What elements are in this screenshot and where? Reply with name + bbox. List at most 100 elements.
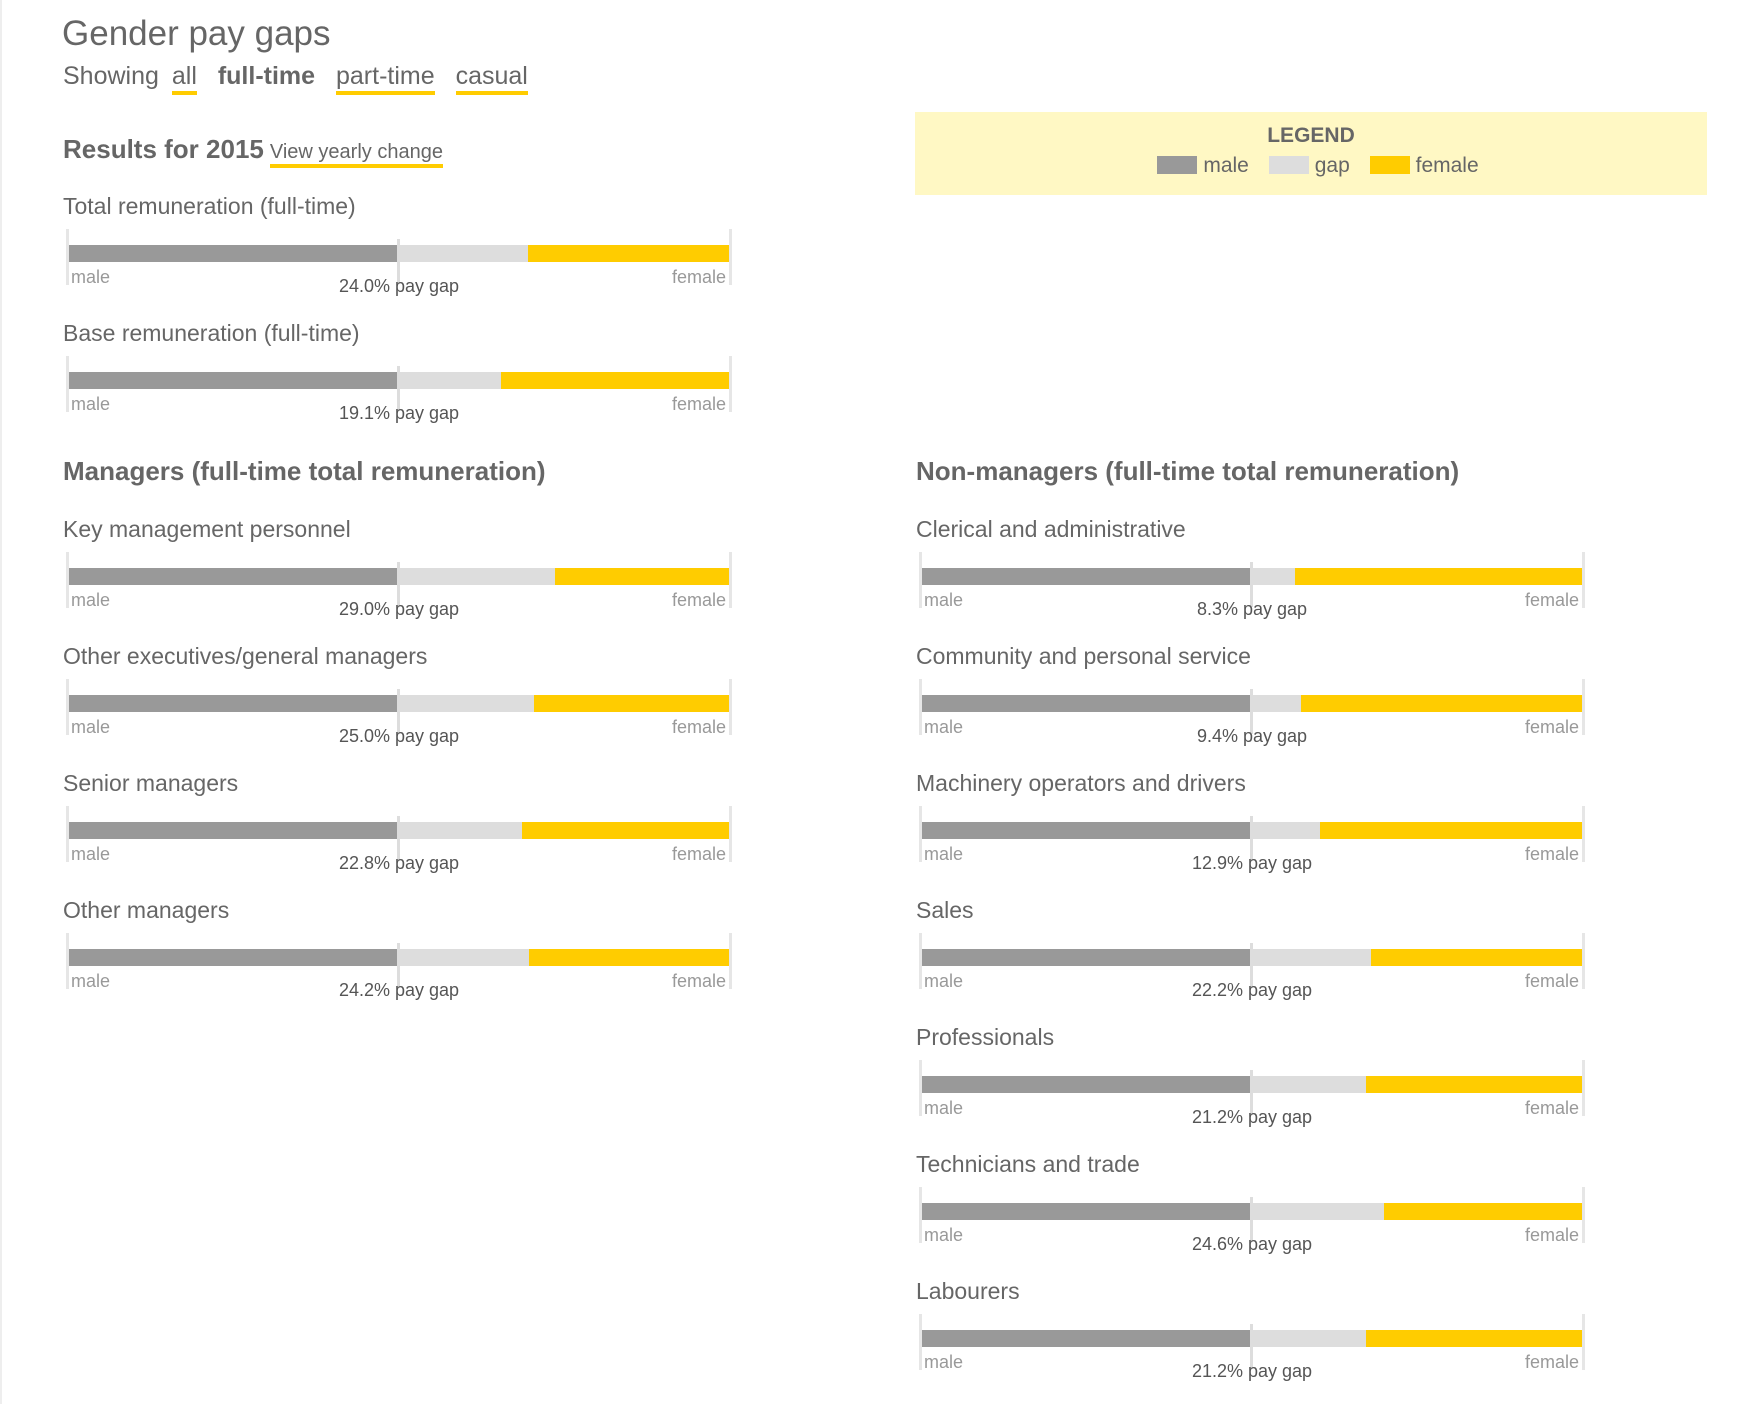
pay-gap-row: Other executives/general managers male fem… xyxy=(63,643,743,770)
pay-gap-bar: male female 22.2% pay gap xyxy=(919,933,1585,1000)
pay-gap-bar: male female 19.1% pay gap xyxy=(66,356,732,423)
female-label: female xyxy=(671,394,726,414)
female-label: female xyxy=(671,717,726,737)
pay-gap-row: Clerical and administrative male female 8.3… xyxy=(916,516,1596,643)
male-label: male xyxy=(71,590,111,610)
male-bar-segment xyxy=(69,372,397,389)
pay-gap-bar: male female 24.0% pay gap xyxy=(66,229,732,296)
female-bar-segment xyxy=(1384,1203,1582,1220)
midpoint-marker xyxy=(397,943,400,988)
pay-gap-value: 21.2 xyxy=(1191,1107,1227,1127)
bar-right-tick xyxy=(729,356,732,412)
pay-gap-label: 9.4% pay gap xyxy=(1197,726,1307,747)
view-yearly-change-link[interactable]: View yearly change xyxy=(269,141,443,168)
male-bar-segment xyxy=(922,822,1250,839)
male-label: male xyxy=(924,844,964,864)
midpoint-marker xyxy=(397,366,400,411)
pay-gap-value: 21.2 xyxy=(1191,1361,1227,1381)
bar-right-tick xyxy=(1582,1060,1585,1116)
pay-gap-row: Senior managers male female 22.8% pay gap xyxy=(63,770,743,897)
gap-bar-segment xyxy=(397,568,556,585)
pay-gap-value: 8.3 xyxy=(1196,599,1222,619)
bar-right-tick xyxy=(729,933,732,989)
male-label: male xyxy=(71,844,111,864)
male-bar-segment xyxy=(69,245,397,262)
female-label: female xyxy=(1524,1225,1579,1245)
pay-gap-row: Labourers male female 21.2% pay gap xyxy=(916,1278,1596,1405)
female-bar-segment xyxy=(529,949,729,966)
bar-right-tick xyxy=(729,229,732,285)
gap-bar-segment xyxy=(397,372,502,389)
male-label: male xyxy=(924,717,964,737)
pay-gap-value: 12.9 xyxy=(1191,853,1227,873)
bar-right-tick xyxy=(1582,1314,1585,1370)
female-label: female xyxy=(671,844,726,864)
pay-gap-bar: male female 22.8% pay gap xyxy=(66,806,732,873)
midpoint-marker xyxy=(1250,1070,1253,1115)
pay-gap-row: Other managers male female 24.2% pay gap xyxy=(63,897,743,1024)
bar-right-tick xyxy=(1582,806,1585,862)
male-label: male xyxy=(924,1098,964,1118)
pay-gap-row: Key management personnel male female 29.0% … xyxy=(63,516,743,643)
midpoint-marker xyxy=(397,689,400,734)
pay-gap-suffix: % pay gap xyxy=(373,403,460,423)
legend-female-swatch xyxy=(1369,156,1410,174)
pay-gap-suffix: % pay gap xyxy=(1226,980,1313,1000)
bar-left-tick xyxy=(66,806,69,862)
male-label: male xyxy=(71,267,111,287)
gap-bar-segment xyxy=(397,822,522,839)
female-bar-segment xyxy=(528,245,729,262)
pay-gap-row: Total remuneration (full-time) male female… xyxy=(63,193,743,320)
bar-left-tick xyxy=(919,1060,922,1116)
male-bar-segment xyxy=(922,695,1250,712)
row-label: Base remuneration (full-time) xyxy=(63,320,360,346)
pay-gap-label: 8.3% pay gap xyxy=(1197,599,1307,620)
male-label: male xyxy=(71,971,111,991)
male-bar-segment xyxy=(69,695,397,712)
female-label: female xyxy=(1524,1352,1579,1372)
pay-gap-suffix: % pay gap xyxy=(1221,599,1308,619)
female-bar-segment xyxy=(1371,949,1582,966)
female-label: female xyxy=(1524,717,1579,737)
midpoint-marker xyxy=(1250,1197,1253,1242)
filter-all[interactable]: all xyxy=(171,62,197,95)
female-label: female xyxy=(671,971,726,991)
filter-casual[interactable]: casual xyxy=(455,62,528,95)
bar-left-tick xyxy=(919,1187,922,1243)
gap-bar-segment xyxy=(1250,568,1296,585)
pay-gap-bar: male female 8.3% pay gap xyxy=(919,552,1585,619)
legend-male-label: male xyxy=(1203,154,1249,177)
female-bar-segment xyxy=(1320,822,1582,839)
pay-gap-suffix: % pay gap xyxy=(1226,1234,1313,1254)
pay-gap-value: 9.4 xyxy=(1196,726,1222,746)
bar-right-tick xyxy=(1582,1187,1585,1243)
male-bar-segment xyxy=(69,568,397,585)
bar-right-tick xyxy=(1582,933,1585,989)
bar-right-tick xyxy=(729,679,732,735)
midpoint-marker xyxy=(1250,1324,1253,1369)
row-label: Technicians and trade xyxy=(916,1151,1140,1177)
female-bar-segment xyxy=(1365,1076,1582,1093)
female-bar-segment xyxy=(1295,568,1582,585)
pay-gap-value: 19.1 xyxy=(338,403,374,423)
pay-gap-value: 24.2 xyxy=(338,980,374,1000)
pay-gap-row: Technicians and trade male female 24.6% pay… xyxy=(916,1151,1596,1278)
legend-title: LEGEND xyxy=(1267,124,1355,147)
filter-part-time[interactable]: part-time xyxy=(336,62,435,95)
pay-gap-bar: male female 9.4% pay gap xyxy=(919,679,1585,746)
gap-bar-segment xyxy=(1250,822,1321,839)
pay-gap-row: Sales male female 22.2% pay gap xyxy=(916,897,1596,1024)
female-label: female xyxy=(1524,971,1579,991)
female-bar-segment xyxy=(521,822,729,839)
row-label: Sales xyxy=(916,897,974,923)
filter-full-time[interactable]: full-time xyxy=(217,62,316,90)
row-label: Senior managers xyxy=(63,770,239,796)
row-label: Professionals xyxy=(916,1024,1055,1050)
pay-gap-row: Professionals male female 21.2% pay gap xyxy=(916,1024,1596,1151)
male-label: male xyxy=(924,590,964,610)
bar-left-tick xyxy=(66,356,69,412)
gap-bar-segment xyxy=(397,245,529,262)
pay-gap-label: 21.2% pay gap xyxy=(1192,1361,1312,1382)
female-bar-segment xyxy=(555,568,729,585)
bar-left-tick xyxy=(919,933,922,989)
